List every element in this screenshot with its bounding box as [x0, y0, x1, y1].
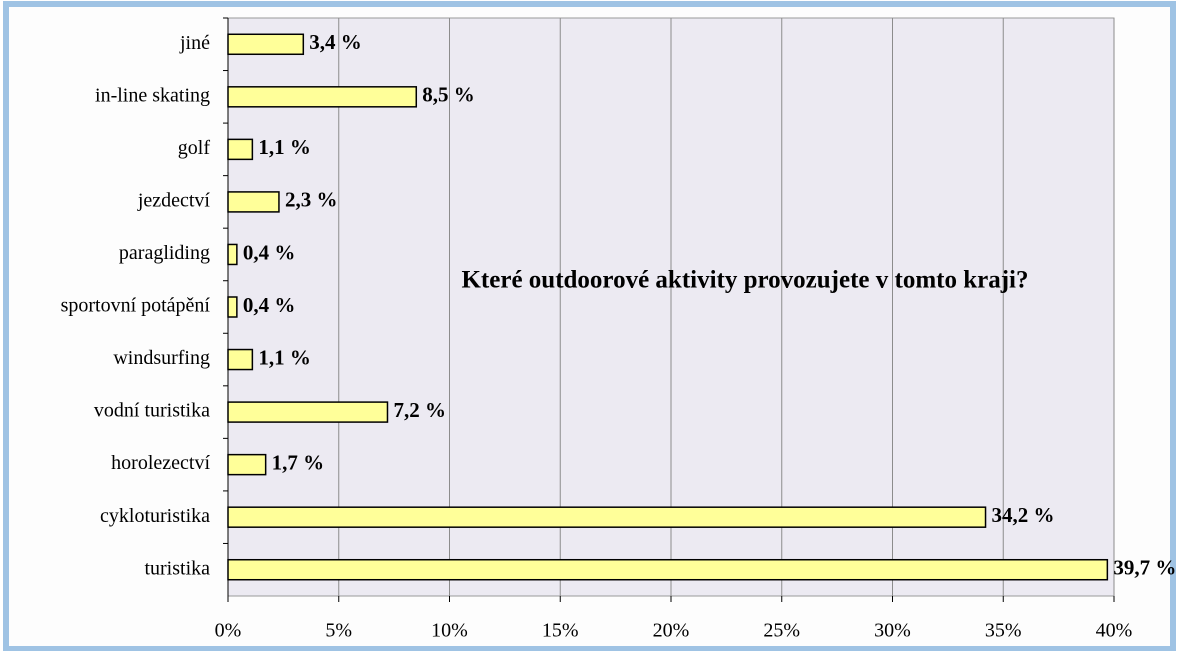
bar — [227, 191, 280, 213]
x-tick-label: 10% — [431, 620, 468, 642]
value-label: 3,4 % — [309, 30, 362, 54]
y-tick-label: in-line skating — [95, 84, 210, 106]
y-tick-label: vodní turistika — [94, 400, 210, 422]
y-tick-label: sportovní potápění — [61, 295, 211, 317]
value-label: 2,3 % — [285, 188, 338, 212]
x-tick-label: 30% — [874, 620, 911, 642]
bar — [227, 558, 1109, 581]
value-label: 1,1 % — [258, 345, 311, 369]
value-label: 1,7 % — [272, 450, 325, 474]
value-label: 1,1 % — [258, 135, 311, 159]
value-label: 34,2 % — [992, 503, 1055, 527]
value-label: 7,2 % — [393, 398, 446, 422]
x-tick-label: 15% — [542, 620, 579, 642]
x-tick-label: 25% — [763, 620, 800, 642]
bar — [227, 401, 389, 423]
x-tick-label: 20% — [653, 620, 690, 642]
y-tick-label: golf — [178, 137, 211, 159]
value-label: 8,5 % — [422, 83, 475, 107]
bar — [227, 243, 238, 266]
x-tick-label: 40% — [1096, 620, 1133, 642]
value-label: 39,7 % — [1113, 556, 1176, 580]
bar — [227, 33, 305, 56]
value-label: 0,4 % — [243, 240, 295, 264]
y-tick-label: paragliding — [119, 242, 210, 264]
bar — [227, 86, 418, 108]
y-tick-label: windsurfing — [113, 347, 210, 369]
chart-title: Které outdoorové aktivity provozujete v … — [461, 267, 1028, 294]
bar — [227, 453, 267, 476]
bar — [227, 296, 238, 318]
bar — [227, 506, 987, 528]
y-tick-label: cykloturistika — [100, 505, 210, 527]
y-tick-label: horolezectví — [111, 452, 210, 474]
value-label: 0,4 % — [243, 293, 295, 317]
bar — [227, 348, 254, 371]
x-tick-label: 35% — [985, 620, 1022, 642]
x-tick-label: 0% — [215, 620, 242, 642]
y-tick-label: turistika — [144, 557, 210, 579]
y-tick-label: jezdectví — [137, 190, 211, 212]
y-tick-label: jiné — [179, 32, 210, 54]
x-tick-label: 5% — [325, 620, 352, 642]
bar — [227, 138, 254, 161]
